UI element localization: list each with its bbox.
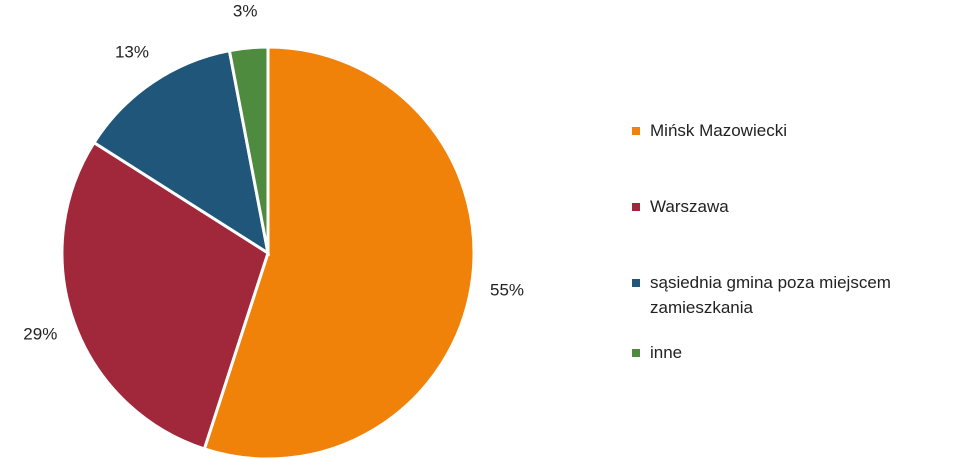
legend-item: inne bbox=[632, 340, 952, 365]
legend-swatch bbox=[632, 203, 640, 211]
legend-label: Mińsk Mazowiecki bbox=[650, 121, 787, 140]
legend-label: Warszawa bbox=[650, 197, 729, 216]
legend-swatch bbox=[632, 279, 640, 287]
pie-slice bbox=[202, 45, 476, 459]
legend-swatch bbox=[632, 127, 640, 135]
pie-slice bbox=[227, 45, 270, 254]
legend-item: Mińsk Mazowiecki bbox=[632, 118, 952, 143]
legend: Mińsk Mazowiecki Warszawa sąsiednia gmina … bbox=[632, 118, 952, 365]
legend-swatch bbox=[632, 349, 640, 357]
legend-label: sąsiednia gmina poza miejscem zamieszkan… bbox=[650, 273, 891, 317]
pie-slice bbox=[60, 140, 270, 451]
legend-item: Warszawa bbox=[632, 194, 952, 219]
pie: 55% 29% 13% 3% bbox=[23, 2, 524, 459]
data-label: 55% bbox=[490, 280, 524, 299]
legend-item: sąsiednia gmina poza miejscem zamieszkan… bbox=[632, 270, 952, 320]
legend-label: inne bbox=[650, 343, 683, 362]
data-label: 3% bbox=[233, 2, 258, 21]
pie-slice bbox=[91, 48, 271, 257]
data-label: 13% bbox=[115, 42, 149, 61]
data-label: 29% bbox=[23, 324, 57, 343]
